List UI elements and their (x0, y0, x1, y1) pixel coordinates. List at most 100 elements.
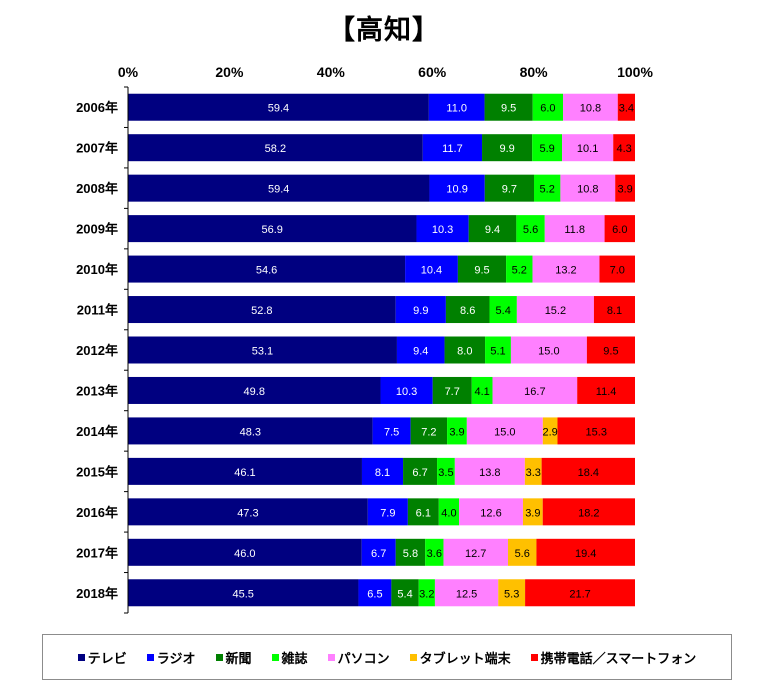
bar-segment (372, 417, 411, 445)
legend-label: 携帯電話／スマートフォン (540, 651, 697, 667)
data-label: 10.1 (577, 143, 598, 155)
data-label: 11.0 (446, 103, 467, 115)
data-label: 8.1 (375, 467, 390, 479)
data-label: 5.3 (504, 588, 519, 600)
category-label: 2017年 (76, 545, 118, 560)
data-label: 49.8 (244, 386, 265, 398)
category-label: 2012年 (76, 343, 118, 358)
data-label: 3.5 (438, 467, 453, 479)
bar-segment (532, 93, 564, 121)
category-label: 2014年 (76, 424, 118, 439)
data-label: 11.8 (564, 224, 585, 236)
bar-segment (562, 134, 614, 162)
data-label: 3.9 (449, 426, 464, 438)
data-label: 15.2 (545, 305, 566, 317)
data-label: 4.0 (441, 507, 456, 519)
category-label: 2016年 (76, 505, 118, 520)
data-label: 7.9 (380, 507, 395, 519)
legend-swatch (215, 653, 223, 661)
bar-segment (407, 498, 439, 526)
data-label: 3.6 (427, 548, 442, 560)
data-label: 3.3 (526, 467, 541, 479)
data-label: 15.0 (494, 426, 515, 438)
data-label: 10.8 (580, 103, 601, 115)
legend: テレビ ラジオ 新聞 雑誌 パソコン タブレット端末 携帯電話／スマートフォン (42, 634, 732, 680)
bar-segment (391, 579, 419, 607)
x-tick-label: 60% (418, 64, 447, 80)
data-label: 8.1 (607, 305, 622, 317)
bar-segment (128, 417, 373, 445)
data-label: 10.4 (421, 265, 442, 277)
bar-segment (506, 255, 533, 283)
data-label: 6.7 (371, 548, 386, 560)
data-label: 6.0 (612, 224, 627, 236)
data-label: 7.2 (421, 426, 436, 438)
data-label: 12.6 (480, 507, 501, 519)
bar-segment (484, 93, 533, 121)
data-label: 54.6 (256, 265, 277, 277)
data-label: 9.4 (413, 346, 428, 358)
data-label: 3.4 (619, 103, 634, 115)
bar-segment (361, 538, 396, 566)
data-label: 19.4 (575, 548, 596, 560)
data-label: 10.3 (396, 386, 417, 398)
data-label: 7.5 (384, 426, 399, 438)
bar-segment (128, 93, 429, 121)
data-label: 9.5 (474, 265, 489, 277)
bar-segment (380, 376, 433, 404)
bar-segment (524, 457, 542, 485)
data-label: 9.5 (501, 103, 516, 115)
data-label: 7.7 (445, 386, 460, 398)
bar-segment (128, 498, 368, 526)
data-label: 5.6 (515, 548, 530, 560)
bar-segment (128, 376, 381, 404)
legend-swatch (271, 653, 279, 661)
data-label: 59.4 (268, 184, 289, 196)
bar-segment (434, 579, 499, 607)
bar-segment (484, 174, 535, 202)
legend-item: パソコン (327, 648, 390, 667)
bar-segment (522, 498, 543, 526)
bar-segment (444, 336, 486, 364)
data-label: 3.9 (617, 184, 632, 196)
category-label: 2006年 (76, 100, 118, 115)
bar-segment (489, 296, 517, 324)
data-label: 5.2 (512, 265, 527, 277)
bar-segment (604, 215, 635, 243)
bar-segment (128, 174, 430, 202)
data-label: 11.7 (442, 143, 463, 155)
data-label: 59.4 (268, 103, 289, 115)
bar-segment (128, 134, 423, 162)
category-label: 2009年 (76, 222, 118, 237)
x-tick-label: 40% (317, 64, 346, 80)
bar-segment (468, 215, 517, 243)
data-label: 9.7 (502, 184, 517, 196)
bar-segment (428, 93, 485, 121)
bar-segment (128, 579, 359, 607)
bar-segment (471, 376, 493, 404)
data-label: 9.9 (413, 305, 428, 317)
bar-segment (128, 296, 396, 324)
bar-segment (396, 336, 445, 364)
bar-segment (358, 579, 392, 607)
legend-label: テレビ (87, 651, 127, 667)
legend-label: ラジオ (156, 651, 196, 667)
bar-segment (361, 457, 404, 485)
data-label: 18.4 (578, 467, 599, 479)
data-label: 13.2 (555, 265, 576, 277)
data-label: 12.5 (456, 588, 477, 600)
data-label: 10.9 (446, 184, 467, 196)
category-label: 2011年 (77, 303, 118, 318)
data-label: 45.5 (233, 588, 254, 600)
bar-segment (615, 174, 635, 202)
bar-segment (454, 457, 525, 485)
bar-segment (532, 255, 600, 283)
legend-label: 雑誌 (281, 651, 308, 667)
bar-segment (599, 255, 635, 283)
data-label: 52.8 (251, 305, 272, 317)
bar-segment (432, 376, 472, 404)
bar-segment (403, 457, 438, 485)
data-label: 6.0 (540, 103, 555, 115)
data-label: 5.4 (397, 588, 412, 600)
category-label: 2013年 (76, 383, 118, 398)
